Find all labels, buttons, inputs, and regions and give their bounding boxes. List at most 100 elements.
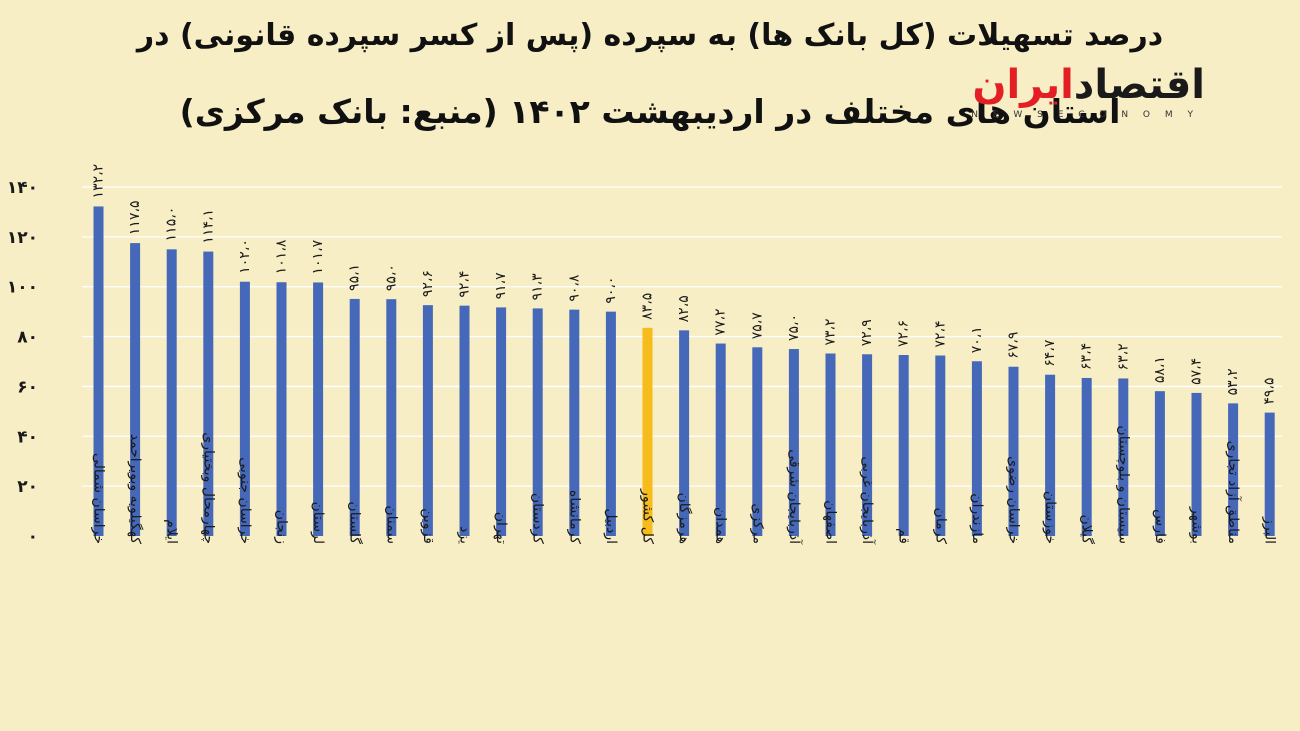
x-tick-label: بوشهر	[1189, 506, 1205, 544]
y-tick-label: ۱۰۰	[7, 278, 38, 298]
x-tick-label: کرمانشاه	[566, 490, 582, 544]
data-label: ۷۲،۶	[896, 320, 912, 347]
data-label: ۷۵،۰	[786, 314, 802, 341]
x-tick-label: زنجان	[274, 510, 290, 544]
bar	[1228, 403, 1239, 536]
data-label: ۶۳،۴	[1079, 343, 1095, 370]
chart-title-line-2: استان های مختلف در اردیبهشت ۱۴۰۲ (منبع: …	[179, 92, 1121, 131]
x-tick-label: قزوین	[420, 508, 436, 544]
x-tick-label: خوزستان	[1042, 491, 1058, 544]
data-label: ۱۱۴،۱	[200, 209, 216, 244]
bar	[1264, 412, 1275, 536]
data-label: ۹۲،۶	[420, 270, 436, 297]
data-label: ۷۳،۲	[823, 318, 839, 345]
data-label: ۹۱،۳	[530, 273, 546, 301]
x-tick-label: گلستان	[347, 501, 364, 544]
bar	[788, 349, 799, 536]
x-tick-label: ایلام	[164, 519, 180, 544]
bar	[569, 309, 580, 536]
x-tick-label: مناطق آزاد تجاری	[1225, 441, 1242, 544]
data-label: ۹۵،۱	[347, 264, 363, 291]
x-tick-label: یزد	[457, 526, 473, 544]
bar	[679, 330, 690, 536]
x-tick-label: کردستان	[530, 493, 546, 544]
data-label: ۸۲،۵	[676, 295, 692, 322]
data-label: ۱۰۱،۸	[274, 239, 290, 274]
data-label: ۹۰،۰	[603, 277, 619, 304]
bar	[532, 308, 543, 536]
x-tick-label: آذربایجان غربی	[859, 456, 876, 545]
logo: اقتصادایران N E W S E C O N O M Y	[905, 62, 1205, 124]
data-label: ۵۸،۱	[1152, 356, 1168, 383]
bar	[1008, 366, 1019, 536]
bar	[349, 298, 360, 536]
bar	[422, 305, 433, 536]
data-label: ۱۳۲،۲	[91, 164, 107, 199]
data-label: ۱۱۷،۵	[127, 200, 143, 235]
x-tick-label: اردبیل	[603, 508, 619, 544]
bar	[1045, 374, 1056, 536]
x-tick-label: کرمان	[932, 508, 948, 545]
data-label: ۹۱،۷	[493, 272, 509, 300]
x-tick-label: خراسان جنوبی	[237, 457, 253, 544]
y-tick-label: ۱۴۰	[7, 178, 38, 198]
bar	[715, 343, 726, 536]
x-tick-label: هرمزگان	[676, 492, 693, 544]
x-tick-label: قم	[896, 528, 912, 544]
logo-text-black: اقتصاد	[1073, 62, 1205, 108]
data-label: ۷۷،۲	[713, 308, 729, 335]
bar	[642, 327, 653, 536]
data-label: ۹۲،۴	[457, 271, 473, 298]
x-tick-label: اصفهان	[823, 500, 839, 544]
x-tick-label: مازندران	[969, 493, 985, 544]
bar	[898, 355, 909, 536]
x-tick-label: خراسان شمالی	[91, 453, 107, 544]
x-tick-label: سمنان	[383, 505, 399, 544]
bar	[752, 347, 763, 536]
bar	[203, 251, 214, 536]
x-tick-label: آذربایجان شرقی	[786, 449, 803, 545]
data-label: ۷۵،۷	[749, 312, 765, 340]
bar	[386, 299, 397, 536]
y-tick-label: ۶۰	[17, 377, 38, 397]
bar	[166, 249, 177, 537]
bar	[1154, 391, 1165, 536]
bar	[130, 243, 141, 536]
data-label: ۸۳،۵	[640, 293, 656, 320]
bar	[935, 355, 946, 536]
chart-title-line-1: درصد تسهیلات (کل بانک ها) به سپرده (پس ا…	[136, 18, 1164, 53]
logo-wordmark: اقتصادایران	[972, 62, 1205, 108]
bar	[239, 281, 250, 536]
x-tick-label: گیلان	[1079, 514, 1096, 544]
bar	[862, 354, 873, 536]
data-label: ۷۰،۱	[969, 326, 985, 353]
bar	[1081, 377, 1092, 536]
x-tick-label: کل کشور	[640, 488, 656, 544]
x-tick-label: همدان	[713, 507, 729, 544]
data-label: ۶۳،۲	[1115, 343, 1131, 370]
x-tick-label: چهارمحال وبختیاری	[200, 432, 216, 544]
data-label: ۱۱۵،۰	[164, 207, 180, 242]
y-tick-label: ۸۰	[17, 328, 38, 348]
y-tick-label: ۴۰	[17, 427, 38, 447]
x-tick-label: سیستان و بلوچستان	[1115, 425, 1131, 544]
y-tick-label: ۲۰	[17, 477, 38, 497]
bar	[971, 361, 982, 536]
data-label: ۷۲،۴	[932, 320, 948, 347]
y-tick-label: ۱۲۰	[7, 228, 38, 248]
bar	[1191, 392, 1202, 536]
data-label: ۹۰،۸	[566, 274, 582, 302]
x-tick-label: مرکزی	[749, 503, 765, 544]
bar	[496, 307, 507, 536]
data-label: ۱۰۲،۰	[237, 239, 253, 274]
data-label: ۹۵،۰	[383, 264, 399, 291]
x-tick-label: کهگیلویه وبویراحمد	[127, 434, 144, 545]
data-label: ۶۴،۷	[1042, 339, 1058, 367]
data-label: ۵۳،۲	[1225, 368, 1241, 395]
bar	[276, 282, 287, 536]
logo-text-red: ایران	[972, 62, 1074, 108]
y-tick-label: ۰	[28, 527, 38, 547]
data-label: ۶۷،۹	[1006, 332, 1022, 359]
bar	[1118, 378, 1129, 536]
